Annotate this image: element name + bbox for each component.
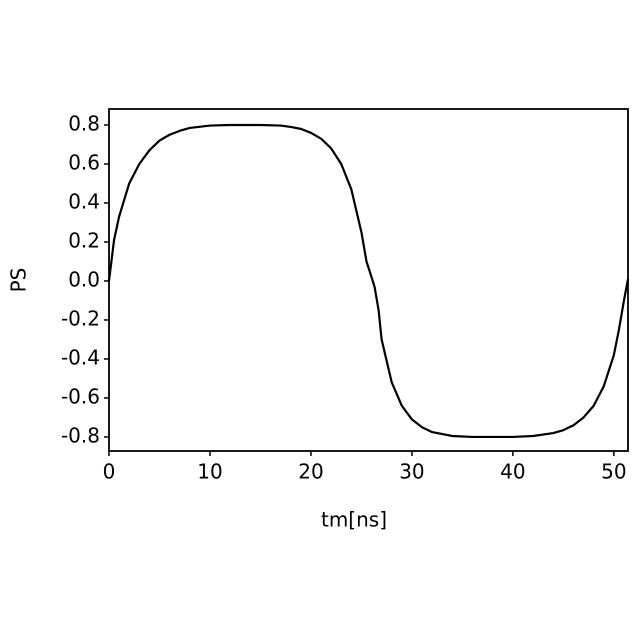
- x-tick-label: 50: [601, 460, 626, 484]
- y-tick-label: -0.4: [61, 345, 100, 369]
- x-tick-label: 40: [500, 460, 525, 484]
- x-axis-label: tm[ns]: [321, 508, 387, 532]
- x-tick-label: 30: [399, 460, 424, 484]
- y-tick-label: -0.2: [61, 306, 100, 330]
- y-tick-label: 0.8: [68, 111, 100, 135]
- x-tick-label: 10: [197, 460, 222, 484]
- y-tick-label: 0.6: [68, 150, 100, 174]
- x-tick-label: 20: [298, 460, 323, 484]
- y-axis-label: PS: [7, 268, 31, 293]
- plot-frame: [109, 109, 628, 451]
- y-tick-label: 0.2: [68, 228, 100, 252]
- chart: tm[ns] PS -0.8 -0.6 -0.4 -0.2 0.0 0.2 0.4 0.6 0.…: [0, 0, 640, 640]
- y-tick-label: 0.4: [68, 189, 100, 213]
- x-tick-label: 0: [103, 460, 116, 484]
- y-tick-label: 0.0: [68, 267, 100, 291]
- line-series: [109, 125, 628, 437]
- y-tick-label: -0.6: [61, 384, 100, 408]
- y-tick-label: -0.8: [61, 423, 100, 447]
